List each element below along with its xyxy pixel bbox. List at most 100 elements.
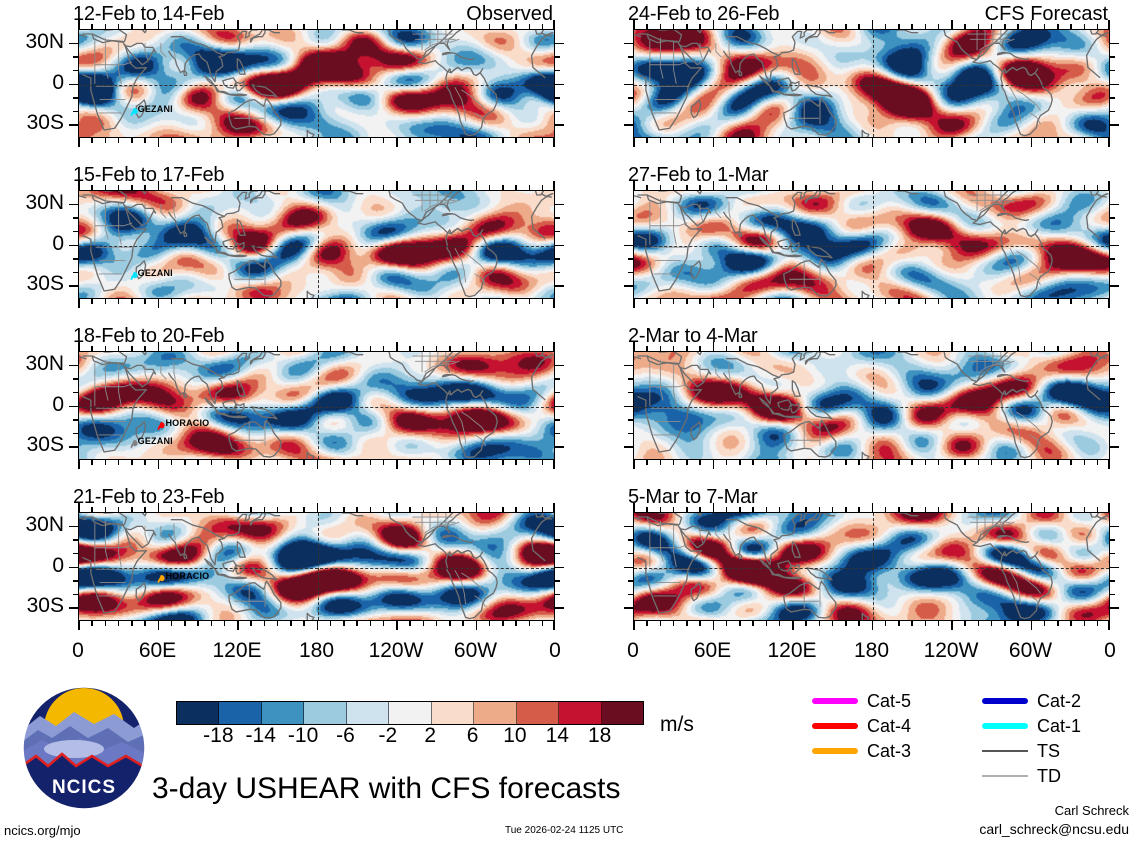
x-tick-minor <box>528 346 531 351</box>
x-tick-minor <box>937 460 940 465</box>
x-tick-major <box>78 138 80 147</box>
y-tick-minor <box>73 539 78 541</box>
x-tick-minor <box>104 507 107 512</box>
x-tick-minor <box>369 346 372 351</box>
cyclone-track-gezani[interactable] <box>129 268 139 281</box>
y-tick-minor <box>1110 271 1115 274</box>
cyclone-track-gezani[interactable] <box>129 436 139 448</box>
x-tick-minor <box>382 299 385 304</box>
map-panel-p4[interactable] <box>78 512 555 621</box>
x-tick-minor <box>858 621 860 626</box>
map-panel-p3[interactable] <box>78 351 555 460</box>
x-tick-minor <box>765 460 768 465</box>
x-tick-minor <box>528 507 531 512</box>
x-tick-minor <box>752 138 754 143</box>
cyclone-track-horacio[interactable] <box>156 418 166 431</box>
y-tick-minor <box>628 97 633 99</box>
y-axis-label: 0 <box>52 553 64 577</box>
x-tick-minor <box>818 346 821 351</box>
cyclone-track-gezani[interactable] <box>129 104 139 117</box>
y-tick-minor <box>73 552 78 555</box>
x-tick-minor <box>1057 621 1059 626</box>
map-panel-p8[interactable] <box>633 512 1110 621</box>
x-tick-minor <box>725 138 728 143</box>
x-tick-minor <box>197 138 199 143</box>
x-tick-major <box>712 460 715 469</box>
x-tick-minor <box>1070 507 1072 512</box>
x-tick-major <box>396 138 398 147</box>
map-panel-p7[interactable] <box>633 351 1110 460</box>
colorbar-tick-label: -6 <box>336 724 355 747</box>
x-tick-minor <box>646 138 648 143</box>
x-tick-minor <box>250 621 252 626</box>
x-tick-major <box>1108 20 1110 29</box>
x-tick-minor <box>898 24 900 29</box>
y-tick-major <box>624 42 633 45</box>
x-tick-minor <box>1017 24 1019 29</box>
x-tick-minor <box>898 621 900 626</box>
x-tick-minor <box>1017 185 1019 190</box>
x-tick-major <box>1108 621 1110 630</box>
x-tick-minor <box>699 185 701 190</box>
x-tick-minor <box>104 138 107 143</box>
x-tick-major <box>871 138 874 147</box>
x-tick-minor <box>409 460 411 465</box>
ncics-logo-graphic <box>22 686 146 810</box>
x-tick-minor <box>990 299 993 304</box>
panel-title-p4: 21-Feb to 23-Feb <box>73 486 225 508</box>
x-tick-minor <box>990 24 993 29</box>
x-tick-minor <box>184 621 186 626</box>
x-tick-minor <box>276 460 279 465</box>
footer-email[interactable]: carl_schreck@ncsu.edu <box>979 821 1129 837</box>
x-tick-minor <box>884 24 887 29</box>
x-tick-minor <box>528 621 531 626</box>
x-tick-major <box>951 342 953 351</box>
x-tick-minor <box>170 507 173 512</box>
x-tick-minor <box>91 24 93 29</box>
x-tick-major <box>78 621 80 630</box>
x-tick-minor <box>964 460 966 465</box>
x-tick-minor <box>778 299 781 304</box>
x-tick-minor <box>104 460 107 465</box>
x-tick-minor <box>1043 621 1046 626</box>
x-tick-minor <box>449 507 451 512</box>
x-tick-minor <box>117 460 120 465</box>
x-tick-minor <box>646 460 648 465</box>
x-tick-minor <box>303 507 305 512</box>
x-tick-minor <box>845 460 847 465</box>
x-tick-minor <box>541 507 544 512</box>
x-tick-minor <box>884 185 887 190</box>
cyclone-track-horacio[interactable] <box>156 571 166 584</box>
y-tick-major <box>555 607 564 609</box>
colorbar-cell-10 <box>601 702 643 724</box>
y-tick-minor <box>628 391 633 394</box>
y-tick-minor <box>628 432 633 435</box>
x-tick-minor <box>422 24 425 29</box>
x-tick-major <box>553 20 555 29</box>
x-axis-label: 120W <box>368 639 424 662</box>
y-tick-major <box>69 244 78 247</box>
x-tick-minor <box>818 138 821 143</box>
x-tick-minor <box>197 460 199 465</box>
y-tick-minor <box>555 552 560 555</box>
x-tick-minor <box>1070 138 1072 143</box>
cyclone-symbol-icon <box>130 439 138 448</box>
x-tick-minor <box>1004 185 1006 190</box>
footer-site-url[interactable]: ncics.org/mjo <box>4 823 81 838</box>
x-tick-minor <box>223 460 226 465</box>
x-tick-minor <box>1083 299 1086 304</box>
x-tick-major <box>316 460 319 469</box>
x-tick-minor <box>964 185 966 190</box>
x-tick-major <box>316 621 319 630</box>
legend-swatch-cat-2 <box>982 698 1028 704</box>
x-tick-minor <box>659 299 662 304</box>
x-tick-major <box>633 138 635 147</box>
y-tick-major <box>1110 83 1119 86</box>
x-tick-minor <box>343 507 345 512</box>
map-panel-p6[interactable] <box>633 190 1110 299</box>
map-panel-p1[interactable] <box>78 29 555 138</box>
map-panel-p2[interactable] <box>78 190 555 299</box>
x-tick-minor <box>686 185 688 190</box>
x-tick-minor <box>964 24 966 29</box>
map-panel-p5[interactable] <box>633 29 1110 138</box>
